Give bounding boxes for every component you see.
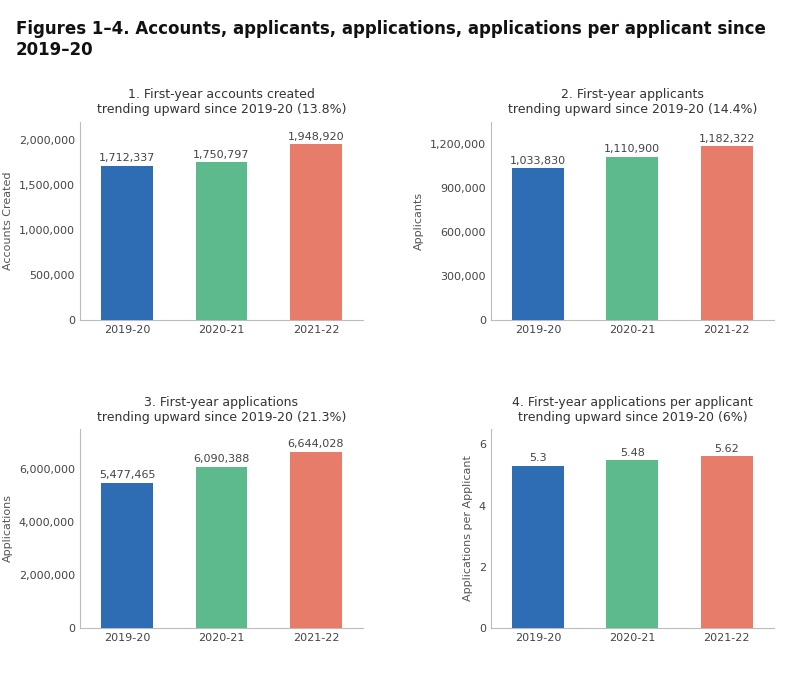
Bar [196, 466, 247, 628]
Y-axis label: Accounts Created: Accounts Created [3, 171, 14, 270]
Text: 1,182,322: 1,182,322 [698, 134, 755, 144]
Bar [606, 460, 658, 628]
Text: 5.48: 5.48 [620, 448, 645, 458]
Bar [701, 146, 753, 320]
Bar [101, 165, 153, 320]
Title: 2. First-year applicants
trending upward since 2019-20 (14.4%): 2. First-year applicants trending upward… [508, 88, 757, 116]
Text: 1,110,900: 1,110,900 [604, 144, 661, 155]
Text: 1,712,337: 1,712,337 [99, 153, 156, 163]
Bar [606, 157, 658, 320]
Title: 3. First-year applications
trending upward since 2019-20 (21.3%): 3. First-year applications trending upwa… [97, 396, 346, 424]
Title: 4. First-year applications per applicant
trending upward since 2019-20 (6%): 4. First-year applications per applicant… [512, 396, 753, 424]
Y-axis label: Applications per Applicant: Applications per Applicant [463, 456, 473, 601]
Y-axis label: Applications: Applications [3, 495, 14, 562]
Text: 6,644,028: 6,644,028 [288, 439, 344, 450]
Text: 5,477,465: 5,477,465 [99, 470, 156, 481]
Title: 1. First-year accounts created
trending upward since 2019-20 (13.8%): 1. First-year accounts created trending … [97, 88, 346, 116]
Text: 1,948,920: 1,948,920 [287, 132, 344, 142]
Bar [290, 144, 342, 320]
Bar [196, 162, 247, 320]
Bar [290, 452, 342, 628]
Text: 1,033,830: 1,033,830 [510, 156, 566, 165]
Y-axis label: Applicants: Applicants [414, 192, 425, 250]
Text: 5.3: 5.3 [529, 454, 547, 464]
Bar [512, 466, 564, 628]
Bar [512, 168, 564, 320]
Text: 1,750,797: 1,750,797 [193, 150, 250, 160]
Text: 5.62: 5.62 [714, 443, 739, 454]
Text: 6,090,388: 6,090,388 [193, 454, 250, 464]
Text: Figures 1–4. Accounts, applicants, applications, applications per applicant sinc: Figures 1–4. Accounts, applicants, appli… [16, 20, 766, 59]
Bar [701, 456, 753, 628]
Bar [101, 483, 153, 628]
